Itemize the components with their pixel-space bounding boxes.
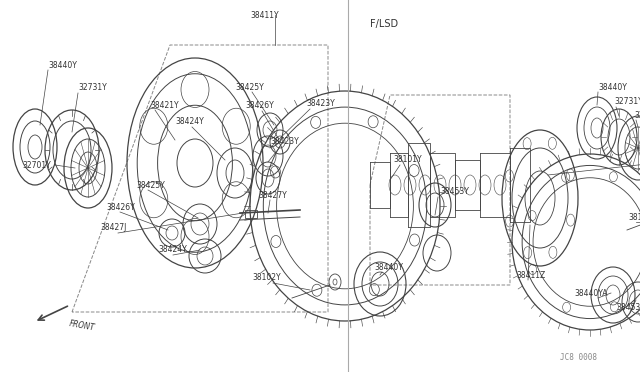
Text: 38411Z: 38411Z (516, 270, 545, 279)
Text: 32701Y: 32701Y (22, 160, 51, 170)
Bar (245, 210, 257, 218)
Text: JC8 0008: JC8 0008 (560, 353, 597, 362)
Text: 32731Y: 32731Y (614, 97, 640, 106)
Text: 38453Y: 38453Y (440, 187, 469, 196)
Text: 38424Y: 38424Y (158, 246, 187, 254)
Text: 38421Y: 38421Y (150, 100, 179, 109)
Text: 38102Y: 38102Y (252, 273, 280, 282)
Text: 38440Y: 38440Y (374, 263, 403, 272)
Text: 38427J: 38427J (100, 224, 126, 232)
Text: 38440YA: 38440YA (574, 289, 607, 298)
Text: 38411Y: 38411Y (250, 10, 278, 19)
Text: 38424Y: 38424Y (175, 118, 204, 126)
Text: 38426Y: 38426Y (245, 102, 274, 110)
Text: 38423Y: 38423Y (270, 138, 299, 147)
Text: FRONT: FRONT (68, 319, 95, 333)
Text: 32701Y: 32701Y (634, 110, 640, 119)
Text: 38440Y: 38440Y (48, 61, 77, 70)
Text: 38426Y: 38426Y (106, 202, 135, 212)
Text: 38453Y: 38453Y (616, 302, 640, 311)
Text: 38423Y: 38423Y (306, 99, 335, 109)
Text: 38102Y: 38102Y (628, 212, 640, 221)
Text: 38425Y: 38425Y (235, 83, 264, 92)
Text: F/LSD: F/LSD (370, 19, 398, 29)
Text: 32731Y: 32731Y (78, 83, 107, 93)
Text: 38101Y: 38101Y (393, 155, 422, 164)
Text: 38425Y: 38425Y (136, 180, 164, 189)
Text: 38427Y: 38427Y (258, 190, 287, 199)
Text: 38440Y: 38440Y (598, 83, 627, 92)
